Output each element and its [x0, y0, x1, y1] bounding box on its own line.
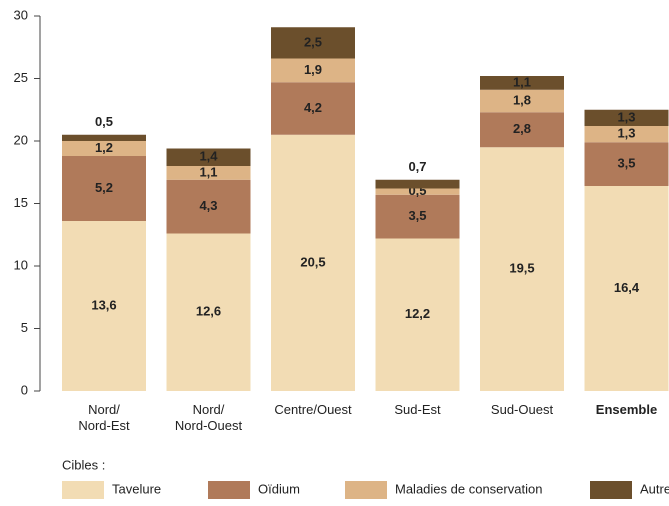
value-label: 16,4 [614, 280, 640, 295]
bar-segment [62, 221, 146, 391]
bar-segment [584, 126, 669, 143]
value-label: 1,2 [95, 140, 113, 155]
bar-segment [375, 238, 460, 391]
value-label: 1,8 [513, 92, 531, 107]
value-label: 2,8 [513, 121, 531, 136]
value-label: 1,9 [304, 62, 322, 77]
bar-segment [375, 179, 460, 189]
bar-segment [480, 147, 564, 391]
x-tick-label: Centre/Ouest [274, 402, 352, 417]
bar-segment [271, 82, 355, 135]
value-label: 1,3 [617, 109, 635, 124]
legend-title: Cibles : [62, 457, 105, 472]
value-label: 13,6 [91, 297, 116, 312]
bar-segment [584, 142, 669, 186]
bar-segment [271, 134, 355, 391]
value-label: 1,1 [513, 74, 531, 89]
y-tick-label: 0 [21, 382, 28, 397]
bar-segment [62, 156, 146, 221]
value-label: 0,5 [95, 114, 113, 129]
bar-segment [584, 186, 669, 391]
x-tick-label: Sud-Ouest [491, 402, 554, 417]
y-tick-label: 10 [14, 257, 28, 272]
bar-segment [166, 148, 251, 166]
value-label: 12,2 [405, 306, 430, 321]
bar-segment [166, 233, 251, 391]
value-label: 4,3 [199, 198, 217, 213]
legend-swatch [345, 481, 387, 499]
y-tick-label: 20 [14, 132, 28, 147]
value-label: 3,5 [408, 208, 426, 223]
y-tick-label: 15 [14, 195, 28, 210]
legend-label: Autres [640, 481, 669, 496]
bar-segment [480, 112, 564, 148]
value-label: 1,3 [617, 126, 635, 141]
bar-segment [480, 89, 564, 113]
legend-label: Maladies de conservation [395, 481, 542, 496]
legend-swatch [62, 481, 104, 499]
value-label: 2,5 [304, 34, 322, 49]
bar-segment [480, 76, 564, 90]
value-label: 4,2 [304, 100, 322, 115]
y-tick-label: 5 [21, 320, 28, 335]
bar-segment [375, 188, 460, 195]
value-label: 3,5 [617, 156, 635, 171]
y-tick-label: 30 [14, 7, 28, 22]
x-tick-label: Nord/Nord-Ouest [175, 402, 243, 433]
bar-segment [271, 27, 355, 59]
bar-segment [271, 58, 355, 83]
bar-segment [584, 109, 669, 126]
bar-segment [62, 134, 146, 141]
x-tick-label: Ensemble [596, 402, 657, 417]
x-tick-label: Sud-Est [394, 402, 441, 417]
x-tick-label: Nord/Nord-Est [78, 402, 130, 433]
legend-swatch [208, 481, 250, 499]
legend-label: Oïdium [258, 481, 300, 496]
value-label: 19,5 [509, 261, 534, 276]
bar-segment [166, 166, 251, 180]
bar-segment [62, 141, 146, 156]
y-tick-label: 25 [14, 70, 28, 85]
legend-swatch [590, 481, 632, 499]
value-label: 0,7 [408, 159, 426, 174]
value-label: 12,6 [196, 304, 221, 319]
value-label: 20,5 [300, 254, 325, 269]
bar-segment [375, 194, 460, 239]
value-label: 5,2 [95, 180, 113, 195]
value-label: 1,1 [199, 164, 217, 179]
value-label: 1,4 [199, 149, 218, 164]
legend-label: Tavelure [112, 481, 161, 496]
bar-segment [166, 179, 251, 234]
